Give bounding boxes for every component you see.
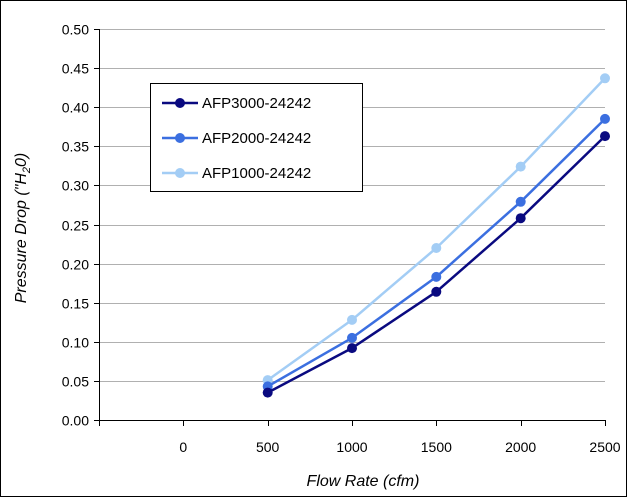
y-tick-label: 0.35 (62, 139, 89, 155)
data-point (515, 161, 526, 172)
y-tick-label: 0.40 (62, 100, 89, 116)
x-tick-label: 2500 (589, 439, 620, 455)
legend-label: AFP1000-24242 (202, 165, 311, 182)
y-tick-label: 0.15 (62, 296, 89, 312)
x-tick-label: 1000 (336, 439, 367, 455)
x-axis-title: Flow Rate (cfm) (307, 473, 420, 490)
series-AFP2000-24242 (262, 113, 610, 392)
series-group (262, 73, 610, 398)
y-tick-label: 0.10 (62, 335, 89, 351)
y-tick-label: 0.25 (62, 218, 89, 234)
y-tick-label: 0.05 (62, 374, 89, 390)
data-point (600, 73, 610, 84)
y-axis-title: Pressure Drop ("H20) (13, 153, 33, 304)
series-AFP1000-24242 (262, 73, 610, 386)
y-axis-title-main: Pressure Drop ("H (13, 173, 30, 304)
data-point (600, 131, 610, 142)
y-tick-label: 0.20 (62, 257, 89, 273)
legend-swatch-marker (175, 133, 185, 143)
legend-swatch-marker (175, 168, 185, 178)
data-point (600, 113, 610, 124)
y-axis-title-subscript: 2 (21, 167, 33, 174)
legend-item: AFP1000-24242 (162, 165, 311, 182)
legend-label: AFP2000-24242 (202, 130, 311, 147)
y-tick-label: 0.00 (62, 413, 89, 429)
data-point (347, 314, 357, 325)
y-tick-label: 0.50 (62, 22, 89, 38)
series-AFP3000-24242 (262, 131, 610, 398)
y-axis-title-end: 0) (13, 153, 30, 167)
data-point (431, 286, 442, 297)
data-point (262, 387, 273, 398)
data-point (515, 196, 526, 207)
x-tick-label: 0 (179, 439, 187, 455)
y-tick-label: 0.45 (62, 61, 89, 77)
legend-label: AFP3000-24242 (202, 95, 311, 112)
legend-swatch-marker (175, 98, 185, 108)
legend-item: AFP3000-24242 (162, 95, 311, 112)
legend-item: AFP2000-24242 (162, 130, 311, 147)
x-tick-label: 500 (256, 439, 280, 455)
data-point (347, 343, 357, 354)
x-tick-label: 2000 (505, 439, 536, 455)
data-point (347, 332, 357, 343)
data-point (431, 271, 442, 282)
axes: 0.00 0.05 0.10 0.15 0.20 0.25 0.30 0.35 0.40 0.45… (62, 22, 621, 456)
data-point (515, 213, 526, 224)
data-point (431, 243, 442, 253)
y-tick-label: 0.30 (62, 178, 89, 194)
legend: AFP3000-24242 AFP2000-24242 AFP1000-24242 (150, 83, 363, 192)
x-tick-label: 1500 (421, 439, 452, 455)
